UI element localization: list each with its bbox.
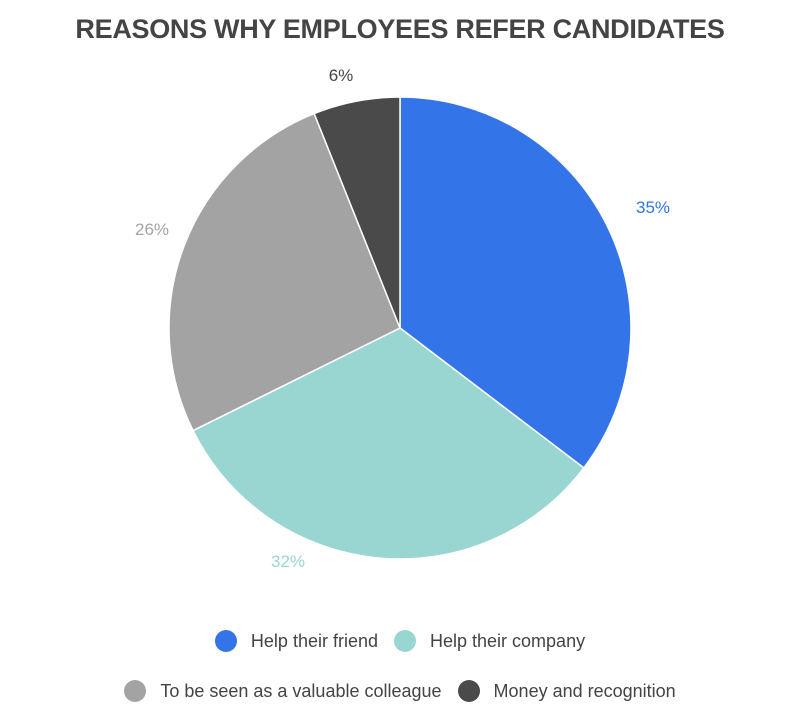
legend-dot-icon	[457, 680, 480, 702]
data-label: 32%	[271, 552, 305, 571]
data-label: 26%	[135, 220, 169, 239]
legend-row-2: To be seen as a valuable colleague Money…	[0, 680, 800, 702]
legend-item-valuable-colleague[interactable]: To be seen as a valuable colleague	[124, 680, 442, 702]
legend-label: Help their company	[430, 630, 586, 651]
legend-dot-icon	[214, 630, 237, 652]
data-label: 6%	[329, 66, 354, 85]
slice-help-friend[interactable]	[399, 96, 632, 469]
legend-label: Help their friend	[250, 630, 378, 651]
legend-row-1: Help their friend Help their company	[0, 630, 800, 652]
legend-item-money-recognition[interactable]: Money and recognition	[457, 680, 676, 702]
legend-dot-icon	[394, 630, 416, 652]
legend-label: To be seen as a valuable colleague	[160, 680, 442, 701]
pie-chart: 35% 32% 26% 6%	[135, 66, 670, 571]
legend-item-help-company[interactable]: Help their company	[394, 630, 585, 652]
data-label: 35%	[636, 198, 670, 217]
legend-label: Money and recognition	[493, 680, 676, 701]
legend-dot-icon	[124, 680, 147, 702]
slice-help-company[interactable]	[192, 327, 585, 560]
slice-valuable-colleague[interactable]	[168, 112, 401, 432]
legend-item-help-friend[interactable]: Help their friend	[214, 630, 378, 652]
chart-title: REASONS WHY EMPLOYEES REFER CANDIDATES	[75, 14, 725, 44]
slice-money-recognition[interactable]	[313, 96, 401, 329]
